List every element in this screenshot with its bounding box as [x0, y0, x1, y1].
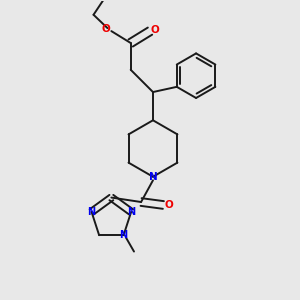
- Text: N: N: [127, 207, 135, 217]
- Text: O: O: [151, 25, 159, 35]
- Text: N: N: [88, 207, 96, 217]
- Text: O: O: [164, 200, 173, 210]
- Text: O: O: [102, 24, 110, 34]
- Text: N: N: [148, 172, 157, 182]
- Text: N: N: [119, 230, 128, 240]
